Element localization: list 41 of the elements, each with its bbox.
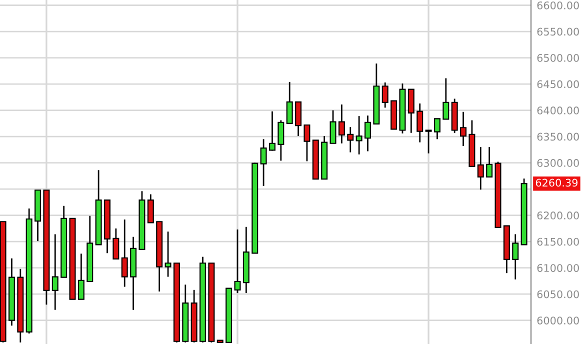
y-tick-label: 6200.00: [537, 212, 579, 220]
y-tick-label: 6300.00: [537, 159, 579, 167]
y-tick-label: 6400.00: [537, 106, 579, 114]
candlestick: [425, 130, 432, 154]
y-tick-label: 6100.00: [537, 264, 579, 272]
candlestick: [512, 234, 519, 280]
y-tick-label: 6350.00: [537, 132, 579, 141]
candlestick: [147, 194, 154, 224]
candlestick: [347, 126, 354, 153]
candlestick: [112, 228, 120, 260]
y-tick-label: 6450.00: [537, 80, 579, 88]
candlestick: [434, 118, 440, 140]
candlestick: [338, 104, 345, 144]
candlestick: [295, 101, 302, 137]
y-tick-label: 6600.00: [537, 1, 579, 10]
candlestick: [234, 228, 241, 294]
candlestick: [52, 234, 58, 311]
y-tick-label: 6050.00: [537, 290, 579, 298]
candlestick: [460, 111, 467, 147]
text: 6260.39: [536, 178, 578, 187]
candlestick: [364, 114, 371, 152]
candlestick: [477, 146, 484, 190]
candlestick: [278, 120, 284, 162]
y-tick-label: 6150.00: [537, 238, 579, 246]
candlestick: [164, 230, 172, 278]
candlestick: [408, 88, 414, 134]
candlestick: [78, 252, 84, 300]
candlestick: [121, 218, 128, 288]
candlestick: [442, 78, 450, 120]
candlestick: [330, 110, 336, 144]
candlestick: [416, 102, 424, 144]
y-tick-label: 6000.00: [537, 316, 579, 324]
y-tick-label: 6550.00: [537, 28, 579, 36]
y-tick-label: 6500.00: [537, 54, 579, 62]
candlestick: [382, 82, 388, 108]
candlestick: [486, 146, 493, 178]
candlestick: [286, 81, 293, 124]
candlestick: [268, 110, 276, 152]
candlestick: [356, 115, 362, 156]
candlestick: [304, 124, 310, 162]
candlestick: [260, 138, 267, 187]
